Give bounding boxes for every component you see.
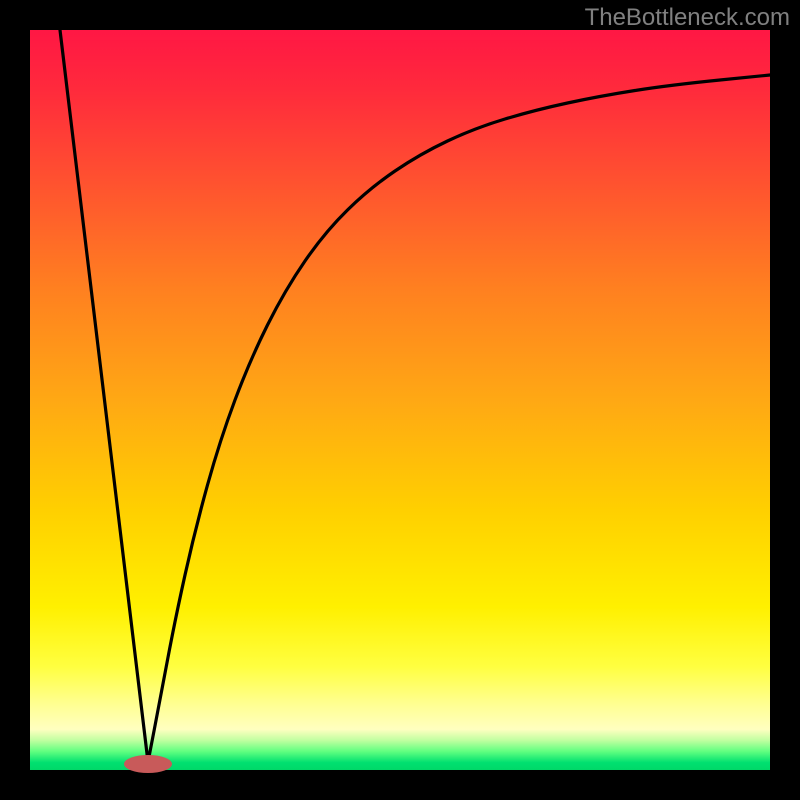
optimum-marker (124, 755, 172, 773)
chart-background (30, 30, 770, 770)
bottleneck-chart (0, 0, 800, 800)
chart-container: TheBottleneck.com (0, 0, 800, 800)
watermark-text: TheBottleneck.com (585, 4, 790, 32)
